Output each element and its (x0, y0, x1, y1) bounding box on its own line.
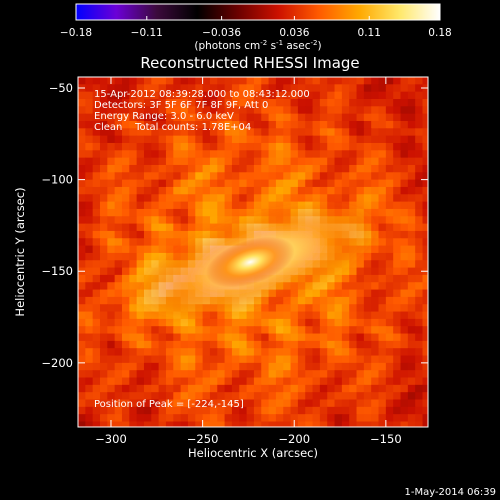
annotation-algorithm-counts: Clean Total counts: 1.78E+04 (94, 122, 251, 133)
y-tick-label: −150 (41, 264, 73, 278)
colorbar-unit: (photons cm-2 s-1 asec-2) (194, 39, 321, 52)
hxr-source-core (205, 236, 295, 288)
y-tick-label: −200 (41, 356, 73, 370)
x-axis-label: Heliocentric X (arcsec) (188, 446, 318, 460)
annotation-energy-range: Energy Range: 3.0 - 6.0 keV (94, 111, 234, 122)
colorbar-ticks: −0.18 −0.11 −0.036 0.036 0.11 0.18 (60, 16, 452, 39)
y-axis-label: Heliocentric Y (arcsec) (13, 187, 27, 316)
annotation-block: 15-Apr-2012 08:39:28.000 to 08:43:12.000… (94, 89, 310, 133)
colorbar-tick-label: 0.11 (358, 27, 381, 39)
colorbar-tick-label: 0.036 (279, 27, 309, 39)
colorbar-tick-label: −0.18 (60, 27, 92, 39)
plot-frame (77, 76, 429, 428)
annotation-detectors: Detectors: 3F 5F 6F 7F 8F 9F, Att 0 (94, 100, 268, 111)
footer-date: 1-May-2014 06:39 (404, 487, 496, 498)
colorbar-tick-label: −0.036 (202, 27, 241, 39)
peak-position-label: Position of Peak = [-224,-145] (94, 399, 244, 410)
plot-area (78, 77, 428, 427)
axis-ticks: −300 −250 −200 −150 −50 −100 −150 −200 (41, 77, 428, 446)
x-tick-label: −250 (187, 432, 219, 446)
y-tick-label: −100 (41, 173, 73, 187)
x-tick-label: −300 (95, 432, 127, 446)
colorbar: −0.18 −0.11 −0.036 0.036 0.11 0.18 (photons c… (60, 3, 452, 52)
y-tick-label: −50 (49, 81, 73, 95)
annotation-time-range: 15-Apr-2012 08:39:28.000 to 08:43:12.000 (94, 89, 310, 100)
x-tick-label: −200 (278, 432, 310, 446)
chart-title: Reconstructed RHESSI Image (140, 54, 359, 72)
x-tick-label: −150 (370, 432, 402, 446)
colorbar-tick-label: −0.11 (131, 27, 163, 39)
colorbar-tick-label: 0.18 (428, 27, 451, 39)
colorbar-gradient (75, 3, 441, 21)
